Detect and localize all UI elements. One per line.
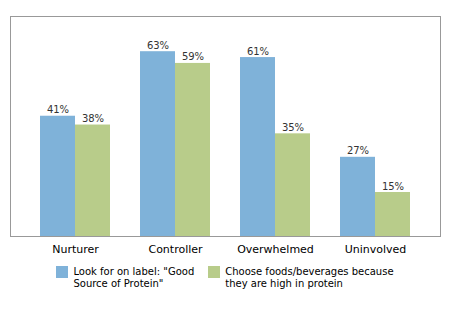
svg-text:63%: 63% (147, 40, 169, 51)
html-text:Choose foods/beverages because: Choose foods/beverages because they are … (225, 266, 394, 289)
svg-text:15%: 15% (382, 181, 404, 192)
svg-text:59%: 59% (182, 51, 204, 62)
svg-text:27%: 27% (347, 145, 369, 156)
svg-text:Overwhelmed: Overwhelmed (237, 243, 314, 256)
svg-text:35%: 35% (282, 122, 304, 133)
svg-text:Nurturer: Nurturer (52, 243, 99, 256)
svg-text:Controller: Controller (148, 243, 203, 256)
svg-text:Uninvolved: Uninvolved (345, 243, 407, 256)
svg-text:41%: 41% (47, 104, 69, 115)
svg-text:61%: 61% (247, 46, 269, 57)
html-text:Look for on label: "Good Sourc: Look for on label: "Good Source of Prote… (73, 266, 195, 289)
svg-text:38%: 38% (82, 113, 104, 124)
